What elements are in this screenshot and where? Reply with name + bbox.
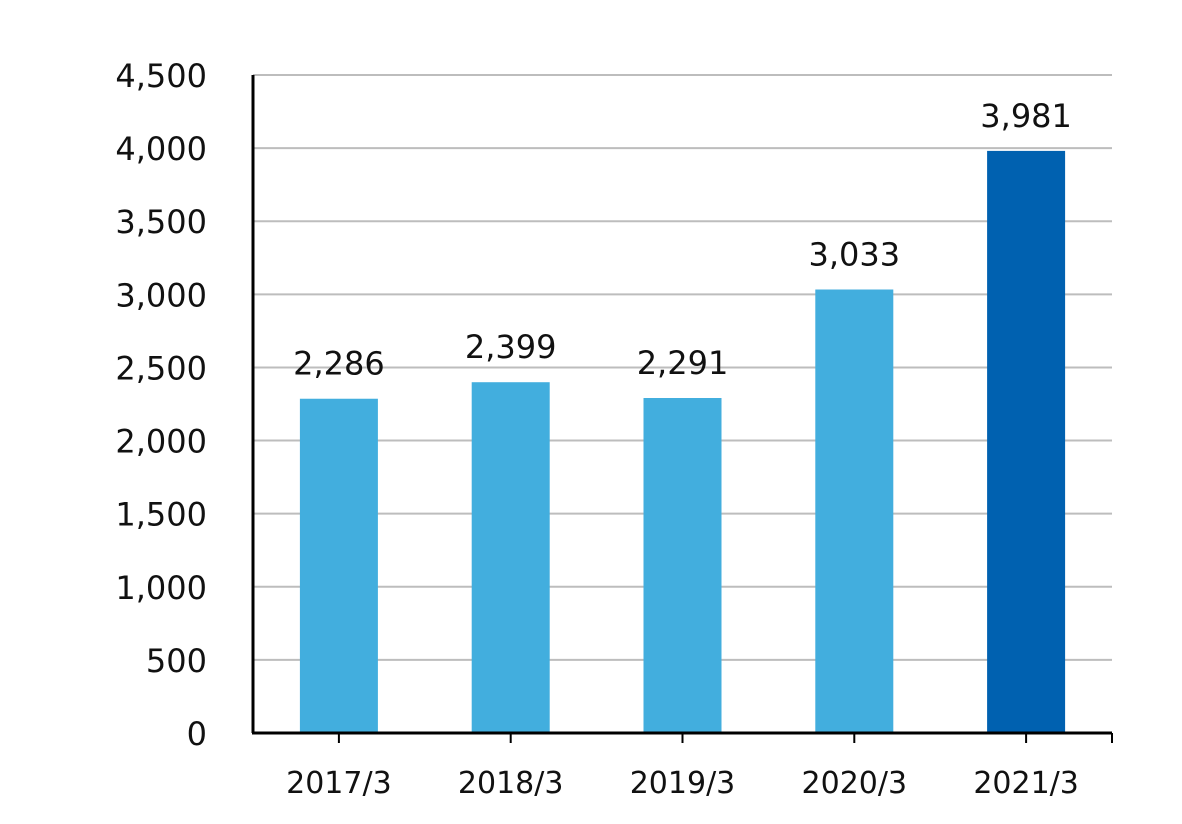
data-label: 2,291 (637, 344, 729, 382)
axes (251, 75, 1113, 743)
y-tick-label: 1,000 (115, 569, 207, 607)
bar (815, 289, 894, 733)
x-tick-label: 2017/3 (286, 766, 392, 801)
y-tick-label: 2,500 (115, 349, 207, 387)
x-tick-label: 2019/3 (630, 766, 736, 801)
y-tick-label: 1,500 (115, 496, 207, 534)
data-label: 3,981 (980, 97, 1072, 135)
bar (471, 382, 550, 733)
bars (299, 150, 1066, 733)
bar (299, 398, 378, 733)
x-tick-label: 2020/3 (802, 766, 908, 801)
bar (987, 150, 1066, 733)
y-tick-label: 4,000 (115, 130, 207, 168)
y-tick-label: 4,500 (115, 57, 207, 95)
x-tick-label: 2021/3 (973, 766, 1079, 801)
labels: 0 500 1,000 1,500 2,000 2,500 3,000 3,500 4,000 4… (115, 57, 1078, 801)
y-tick-label: 2,000 (115, 423, 207, 461)
data-label: 2,399 (465, 328, 557, 366)
y-tick-label: 3,000 (115, 276, 207, 314)
y-tick-label: 500 (146, 642, 207, 680)
x-tick-label: 2018/3 (458, 766, 564, 801)
data-label: 2,286 (293, 345, 385, 383)
y-tick-label: 3,500 (115, 203, 207, 241)
gridlines (253, 74, 1112, 661)
bar (643, 398, 722, 733)
y-tick-label: 0 (187, 715, 207, 753)
data-label: 3,033 (808, 236, 900, 274)
